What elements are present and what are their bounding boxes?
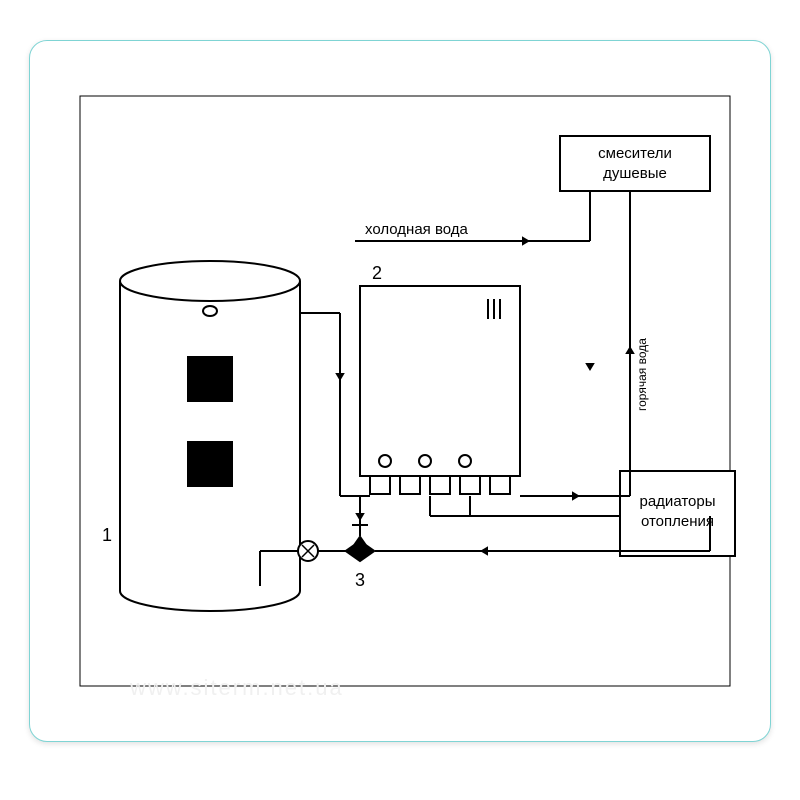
svg-text:радиаторы: радиаторы [640, 493, 716, 510]
svg-text:отопления: отопления [641, 513, 714, 530]
diagram-frame: смесители душевые радиаторы отопления холодн… [29, 40, 771, 742]
svg-text:холодная вода: холодная вода [365, 221, 469, 238]
svg-text:3: 3 [355, 570, 365, 590]
svg-text:горячая вода: горячая вода [635, 338, 649, 411]
svg-text:душевые: душевые [603, 165, 667, 182]
svg-text:2: 2 [372, 263, 382, 283]
diagram-svg: смесители душевые радиаторы отопления холодн… [30, 41, 770, 741]
watermark: www.siterm.net.ua [130, 675, 344, 701]
svg-text:смесители: смесители [598, 145, 672, 162]
svg-text:1: 1 [102, 525, 112, 545]
